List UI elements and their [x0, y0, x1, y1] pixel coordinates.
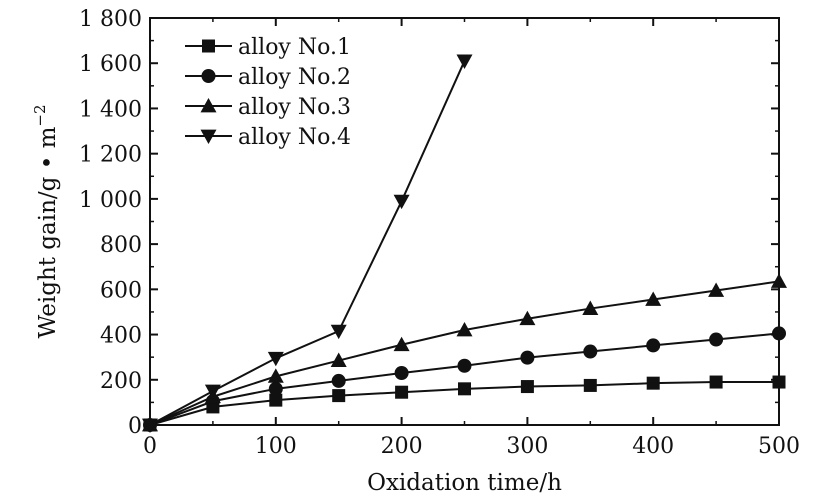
series-1-point [709, 375, 723, 389]
series-2 [143, 326, 786, 432]
series-4-point [456, 54, 473, 69]
series-4-point [393, 194, 410, 210]
series-2-point [583, 344, 598, 359]
y-tick-label: 600 [100, 278, 142, 303]
series-3 [142, 273, 787, 432]
x-tick-label: 200 [381, 434, 423, 459]
x-tick-label: 400 [632, 434, 674, 459]
x-tick-label: 100 [255, 434, 297, 459]
series-3-point [393, 336, 410, 352]
y-tick-label: 0 [128, 414, 142, 439]
legend: alloy No.1 alloy No.2 alloy No.3 alloy No.4 [185, 35, 351, 150]
series-2-point [520, 350, 535, 365]
axes: 0 100 200 300 400 500 0 200 400 600 800 1 000 1 200 1… [79, 7, 800, 459]
series-1-point [269, 393, 283, 407]
x-tick-label: 500 [758, 434, 800, 459]
series-2-point [646, 338, 661, 353]
y-tick-label: 1 000 [79, 188, 142, 213]
legend-label: alloy No.2 [238, 65, 351, 90]
legend-item: alloy No.2 [185, 65, 351, 90]
series-2-point [457, 358, 472, 373]
series-2-point [268, 381, 283, 396]
series-3-point [519, 310, 536, 326]
y-tick-label: 400 [100, 324, 142, 349]
legend-item: alloy No.4 [185, 125, 351, 150]
series-1-point [583, 378, 597, 392]
series-2-point [709, 332, 724, 347]
series-2-point [331, 373, 346, 388]
series-1 [143, 375, 786, 432]
series-2-point [394, 365, 409, 380]
plot-series [142, 54, 787, 433]
series-3-point [645, 291, 662, 306]
legend-label: alloy No.4 [238, 125, 351, 150]
y-axis-title-text: Weight gain/g • m [35, 126, 61, 338]
series-3-point [456, 322, 473, 337]
series-1-point [458, 382, 471, 396]
y-tick-label: 1 400 [79, 97, 142, 122]
x-tick-label: 0 [143, 434, 157, 459]
y-tick-label: 1 800 [79, 7, 142, 32]
series-1-point [395, 385, 409, 399]
y-axis-title-superscript: −2 [31, 104, 49, 126]
y-tick-label: 800 [100, 233, 142, 258]
legend-label: alloy No.1 [238, 35, 351, 60]
series-3-point [582, 300, 599, 315]
series-1-point [520, 380, 534, 394]
series-4-line [149, 60, 466, 426]
series-4 [142, 54, 473, 433]
y-tick-label: 200 [100, 369, 142, 394]
series-3-point [267, 368, 284, 383]
series-3-point [708, 282, 725, 297]
legend-marker [200, 98, 217, 113]
y-axis-title: Weight gain/g • m−2 [31, 104, 61, 338]
series-1-point [332, 389, 346, 403]
series-4-point [330, 324, 347, 340]
y-tick-label: 1 600 [79, 52, 142, 77]
series-4-point [204, 384, 221, 400]
series-4-point [267, 351, 284, 367]
x-tick-label: 300 [506, 434, 548, 459]
legend-marker [202, 39, 215, 53]
y-tick-label: 1 200 [79, 143, 142, 168]
legend-item: alloy No.1 [185, 35, 351, 60]
legend-label: alloy No.3 [238, 95, 351, 120]
legend-marker [200, 129, 217, 144]
legend-item: alloy No.3 [185, 95, 351, 120]
legend-marker [201, 69, 216, 83]
series-2-line [149, 332, 780, 426]
series-3-point [330, 352, 347, 367]
series-1-point [646, 376, 660, 390]
x-axis-title: Oxidation time/h [367, 470, 562, 496]
